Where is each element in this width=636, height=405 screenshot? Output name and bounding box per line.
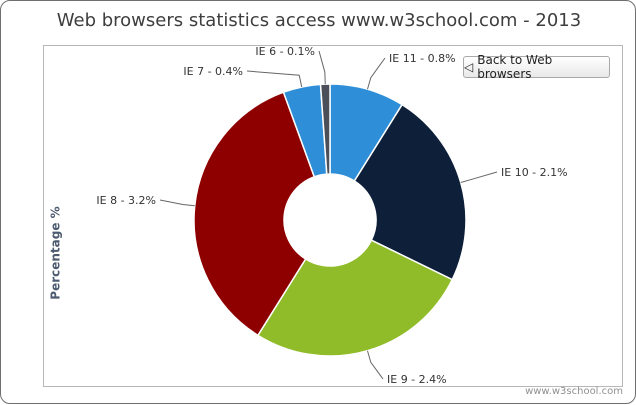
back-button-label: Back to Web browsers bbox=[477, 53, 553, 81]
connector-ie-7 bbox=[246, 70, 303, 88]
slice-ie-9[interactable] bbox=[256, 239, 454, 357]
connector-ie-11 bbox=[367, 57, 386, 90]
label-ie-8: IE 8 - 3.2% bbox=[96, 194, 156, 207]
slice-ie-6[interactable] bbox=[319, 83, 331, 175]
label-ie-7: IE 7 - 0.4% bbox=[183, 65, 243, 78]
connector-ie-8 bbox=[159, 199, 195, 207]
triangle-left-icon: ◁ bbox=[464, 60, 474, 74]
connector-ie-6 bbox=[318, 50, 326, 85]
label-ie-10: IE 10 - 2.1% bbox=[501, 166, 568, 179]
label-ie-9: IE 9 - 2.4% bbox=[387, 373, 447, 386]
chart-title: Web browsers statistics access www.w3sch… bbox=[56, 10, 582, 31]
connector-ie-9 bbox=[367, 350, 384, 380]
label-ie-11: IE 11 - 0.8% bbox=[389, 52, 456, 65]
back-to-web-browsers-button[interactable]: ◁ Back to Web browsers bbox=[463, 53, 610, 81]
slice-ie-8[interactable] bbox=[193, 91, 316, 337]
label-ie-6: IE 6 - 0.1% bbox=[255, 45, 315, 58]
credit-text: www.w3school.com bbox=[525, 386, 623, 397]
connector-ie-10 bbox=[460, 171, 498, 183]
plot-area bbox=[43, 45, 623, 387]
slice-ie-10[interactable] bbox=[353, 103, 467, 281]
